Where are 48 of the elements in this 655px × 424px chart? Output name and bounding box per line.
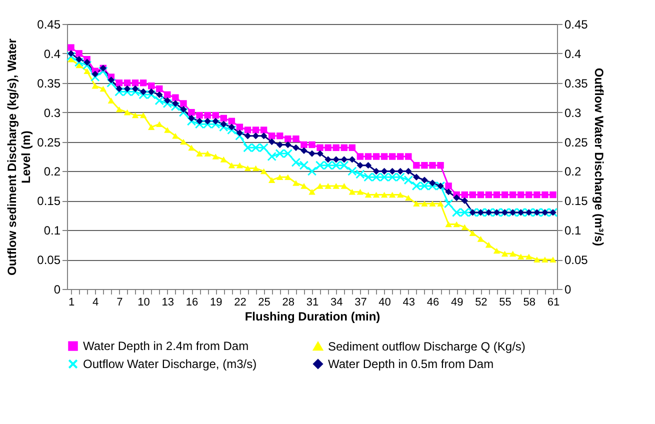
- x-axis-title: Flushing Duration (min): [244, 310, 380, 324]
- y2-tick-label: 0.05: [564, 253, 588, 268]
- y2-tick-label: 0.45: [564, 18, 588, 32]
- y2-tick-label: 0.15: [564, 194, 588, 208]
- y2-tick-label: 0.3: [564, 106, 582, 120]
- x-tick-label: 55: [499, 296, 512, 308]
- y-tick-label: 0: [54, 282, 61, 296]
- x-tick-label: 16: [186, 296, 198, 308]
- x-tick-label: 52: [475, 296, 488, 308]
- y-tick-label: 0.3: [44, 106, 61, 120]
- y2-tick-label: 0.1: [564, 224, 582, 238]
- x-tick-label: 13: [162, 296, 174, 308]
- x-tick-label: 22: [234, 296, 246, 308]
- legend-label: Water Depth in 0.5m from Dam: [328, 357, 494, 371]
- x-tick-label: 58: [523, 296, 536, 308]
- y-tick-label: 0.4: [44, 46, 61, 61]
- x-tick-label: 28: [282, 296, 295, 308]
- y2-tick-label: 0.2: [564, 164, 582, 179]
- x-tick-label: 34: [330, 296, 343, 308]
- y2-tick-label: 0.25: [564, 135, 588, 150]
- x-tick-label: 4: [92, 296, 99, 308]
- y-tick-label: 0.05: [37, 253, 61, 268]
- x-tick-label: 31: [306, 296, 319, 308]
- x-tick-label: 43: [402, 296, 416, 308]
- y-tick-label: 0.45: [37, 18, 61, 32]
- x-tick-label: 1: [68, 296, 75, 308]
- y2-tick-label: 0.35: [564, 76, 588, 90]
- x-tick-label: 19: [210, 296, 222, 308]
- x-tick-label: 61: [547, 296, 560, 308]
- x-tick-label: 37: [354, 296, 367, 308]
- y-tick-label: 0.1: [44, 224, 61, 238]
- y2-tick-label: 0.4: [564, 46, 582, 61]
- legend-label: Outflow Water Discharge, (m3/s): [83, 357, 257, 371]
- y-tick-label: 0.35: [37, 76, 61, 90]
- x-tick-label: 40: [378, 296, 391, 308]
- legend-label: Sediment outflow Discharge Q (Kg/s): [328, 339, 526, 354]
- x-tick-label: 7: [116, 296, 123, 308]
- y-axis-title: Outflow sediment Discharge (kg/s), Water Level (m): [5, 38, 34, 276]
- x-tick-label: 46: [426, 296, 440, 308]
- y-tick-label: 0.2: [44, 164, 61, 179]
- y2-tick-label: 0: [564, 282, 572, 296]
- legend-label: Water Depth in 2.4m from Dam: [83, 339, 249, 354]
- x-tick-label: 49: [450, 296, 464, 308]
- y-tick-label: 0.15: [37, 194, 61, 208]
- y2-axis-title: Outflow Water Discharge (m³/s): [592, 68, 606, 246]
- x-tick-label: 25: [258, 296, 270, 308]
- x-tick-label: 10: [138, 296, 150, 308]
- y-tick-label: 0.25: [37, 135, 61, 150]
